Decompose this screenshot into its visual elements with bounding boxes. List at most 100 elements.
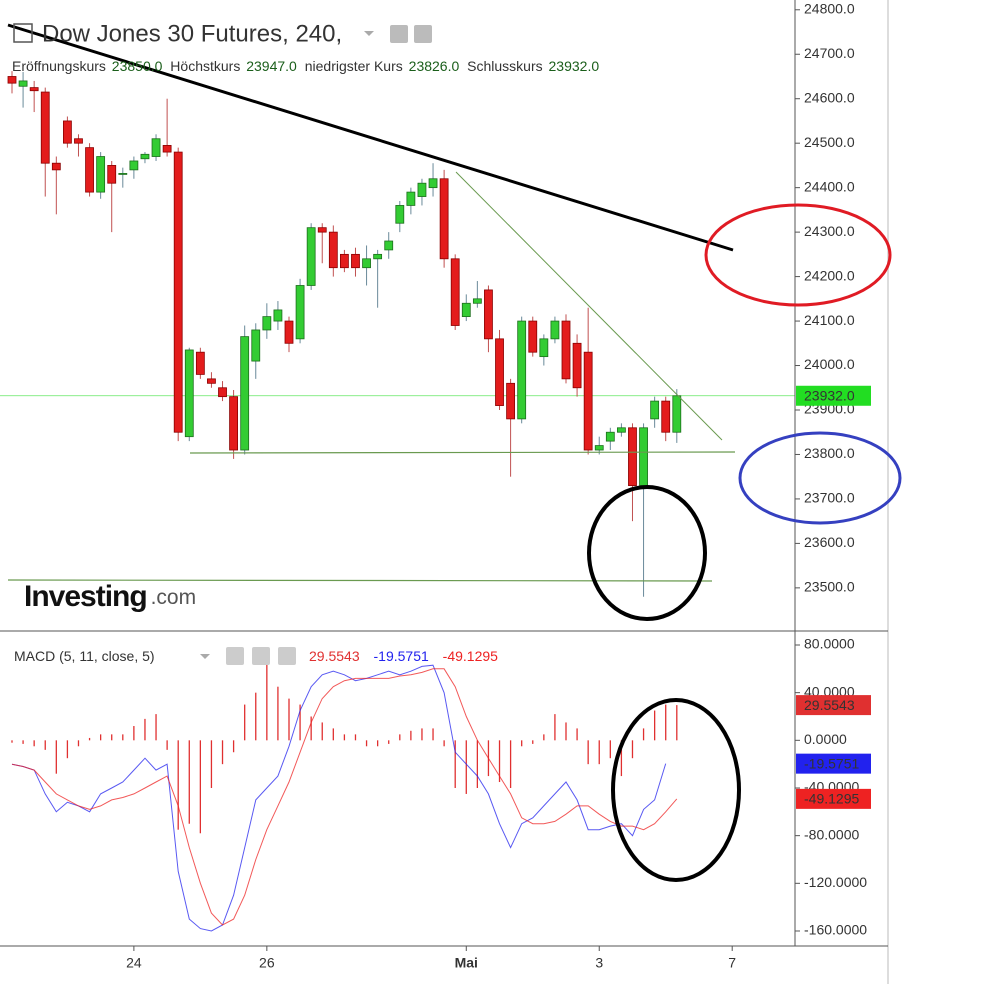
candle-body xyxy=(96,156,106,193)
candle-body xyxy=(528,320,538,353)
settings-icon[interactable] xyxy=(252,647,270,665)
eye-icon[interactable] xyxy=(390,25,408,43)
candle-body xyxy=(284,320,294,344)
candle-body xyxy=(18,80,28,87)
indicator-line xyxy=(11,664,667,932)
candle-body xyxy=(650,400,660,420)
value-tag xyxy=(796,753,871,774)
candle-body xyxy=(85,147,94,193)
candle-body xyxy=(339,253,349,269)
candle-body xyxy=(273,309,283,322)
candle-body xyxy=(29,87,39,92)
y-tick-label: 23800.0 xyxy=(804,445,855,461)
ohlc-legend: Eröffnungskurs 23850.0 Höchstkurs 23947.… xyxy=(12,58,599,74)
value-tag xyxy=(796,385,871,406)
y-tick-label: 24300.0 xyxy=(804,223,855,239)
legend-label: Höchstkurs xyxy=(170,58,240,74)
candle-body xyxy=(195,351,205,375)
candle-body xyxy=(40,91,50,164)
value-tag-label: -19.5751 xyxy=(804,755,859,771)
y-tick-label: -160.0000 xyxy=(804,922,867,938)
x-tick-label: 7 xyxy=(728,955,736,971)
y-tick-label: 24600.0 xyxy=(804,89,855,105)
candle-body xyxy=(51,162,61,171)
candle-body xyxy=(517,320,527,420)
candle-body xyxy=(406,191,416,206)
settings-icon[interactable] xyxy=(414,25,432,43)
candle-body xyxy=(118,173,128,175)
close-icon[interactable] xyxy=(278,647,296,665)
legend-label: Schlusskurs xyxy=(467,58,542,74)
candle-body xyxy=(251,329,261,362)
candle-body xyxy=(162,145,172,153)
candle-body xyxy=(506,382,516,420)
candle-body xyxy=(550,320,560,340)
y-tick-label: 24000.0 xyxy=(804,356,855,372)
candle-body xyxy=(539,338,549,358)
highlight-ellipse xyxy=(611,698,741,882)
highlight-ellipse xyxy=(587,485,707,621)
y-tick-label: 0.0000 xyxy=(804,731,847,747)
dropdown-icon[interactable] xyxy=(200,654,210,659)
candle-body xyxy=(495,338,504,406)
candle-body xyxy=(461,302,471,318)
candle-body xyxy=(107,165,117,184)
value-tag-label: -49.1295 xyxy=(804,791,859,807)
indicator-line xyxy=(11,668,678,926)
eye-icon[interactable] xyxy=(226,647,244,665)
candle-body xyxy=(240,336,250,451)
indicator-value: 29.5543 xyxy=(309,648,360,664)
x-tick-label: 24 xyxy=(126,955,142,971)
candle-body xyxy=(672,395,682,433)
y-tick-label: 24500.0 xyxy=(804,134,855,150)
candle-body xyxy=(74,138,83,144)
candle-body xyxy=(428,178,438,189)
candle-body xyxy=(572,342,582,389)
legend-label: niedrigster Kurs xyxy=(305,58,403,74)
legend-label: Eröffnungskurs xyxy=(12,58,106,74)
y-tick-label: 23700.0 xyxy=(804,490,855,506)
candle-body xyxy=(328,231,338,269)
y-tick-label: 24800.0 xyxy=(804,0,855,16)
logo: Investing .com xyxy=(24,580,196,613)
value-tag xyxy=(796,788,871,809)
candle-body xyxy=(484,289,493,340)
candle-body xyxy=(583,351,593,451)
y-tick-label: 24200.0 xyxy=(804,267,855,283)
legend-value: 23932.0 xyxy=(549,58,600,74)
highlight-ellipse xyxy=(738,431,902,525)
indicator-title: MACD (5, 11, close, 5) xyxy=(14,648,155,664)
candle-body xyxy=(317,227,327,233)
logo-suffix: .com xyxy=(151,586,197,609)
dropdown-icon[interactable] xyxy=(364,31,374,36)
y-tick-label: 80.0000 xyxy=(804,636,855,652)
legend-value: 23850.0 xyxy=(112,58,163,74)
value-tag-label: 29.5543 xyxy=(804,697,855,713)
legend-value: 23947.0 xyxy=(246,58,297,74)
legend-value: 23826.0 xyxy=(409,58,460,74)
highlight-ellipse xyxy=(704,203,892,307)
candle-body xyxy=(384,240,394,251)
trend-line xyxy=(455,171,723,441)
trend-line xyxy=(7,23,734,252)
candle-body xyxy=(395,205,405,224)
candle-body xyxy=(605,431,615,442)
candle-body xyxy=(439,178,449,260)
y-tick-label: -120.0000 xyxy=(804,874,867,890)
x-tick-label: 26 xyxy=(259,955,275,971)
support-line xyxy=(189,451,736,454)
candle-body xyxy=(373,253,383,260)
candle-body xyxy=(450,258,460,326)
candle-body xyxy=(362,258,371,269)
x-tick-label: 3 xyxy=(595,955,603,971)
value-tag-label: 23932.0 xyxy=(804,387,855,403)
y-tick-label: 24700.0 xyxy=(804,45,855,61)
y-tick-label: 23600.0 xyxy=(804,534,855,550)
candle-body xyxy=(306,227,316,286)
candle-body xyxy=(639,427,648,486)
y-tick-label: 23500.0 xyxy=(804,579,855,595)
candle-body xyxy=(184,349,194,438)
logo-name: Investing xyxy=(24,580,147,613)
value-tag xyxy=(796,695,871,716)
